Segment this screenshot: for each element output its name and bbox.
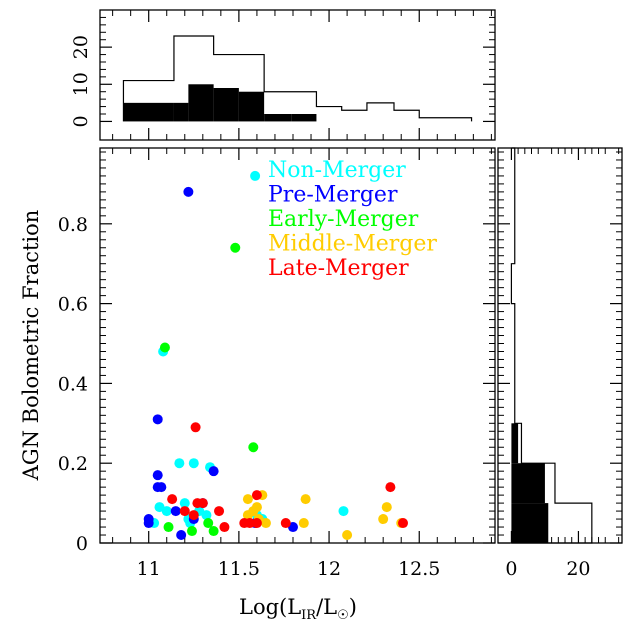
main-plot-frame	[99, 147, 496, 544]
point-middle-merger	[300, 494, 311, 505]
right-x-tick-label: 20	[566, 558, 590, 580]
point-late-merger	[251, 518, 262, 529]
right-histogram-panel: 0 20	[497, 147, 623, 580]
y-tick-label: 0	[76, 533, 88, 555]
top-filled-bin	[264, 114, 292, 122]
top-outline-histogram	[122, 35, 473, 122]
point-non-merger	[188, 458, 199, 469]
point-late-merger	[219, 522, 230, 533]
point-middle-merger	[260, 518, 271, 529]
x-axis-label: Log(LIR/L☉)	[239, 595, 357, 623]
top-filled-bin	[123, 102, 174, 122]
legend-entry: Late-Merger	[268, 256, 409, 281]
point-late-merger	[188, 510, 199, 521]
point-pre-merger	[208, 466, 219, 477]
legend-entry: Pre-Merger	[268, 183, 398, 208]
point-pre-merger	[152, 470, 163, 481]
top-filled-bin	[213, 88, 239, 122]
x-tick-label: 11.5	[218, 558, 260, 580]
point-early-merger	[230, 242, 241, 253]
point-non-merger	[174, 458, 185, 469]
top-filled-bin	[188, 84, 214, 122]
point-non-merger	[179, 498, 190, 509]
point-non-merger	[250, 170, 261, 181]
point-late-merger	[197, 498, 208, 509]
top-y-tick-label: 0	[70, 115, 92, 127]
point-early-merger	[163, 522, 174, 533]
legend-entry: Non-Merger	[268, 158, 406, 183]
point-late-merger	[244, 518, 255, 529]
y-tick-label: 0.2	[58, 453, 88, 475]
point-non-merger	[338, 506, 349, 517]
point-middle-merger	[342, 530, 353, 541]
legend-entry: Early-Merger	[268, 207, 419, 232]
point-late-merger	[280, 518, 291, 529]
right-filled-bin	[511, 463, 545, 504]
top-filled-bin	[238, 91, 265, 122]
y-tick-label: 0.4	[58, 373, 88, 395]
scatter-panel: 11 11.5 12 12.5 0 0.2 0.4 0.6 0.8 Non-MergerPre-…	[19, 147, 496, 623]
x-tick-label: 12	[317, 558, 341, 580]
top-histogram-bars	[122, 35, 473, 122]
point-pre-merger	[143, 518, 154, 529]
point-late-merger	[167, 494, 178, 505]
point-middle-merger	[242, 494, 253, 505]
point-late-merger	[179, 506, 190, 517]
point-late-merger	[385, 482, 396, 493]
point-early-merger	[208, 526, 219, 537]
point-middle-merger	[242, 510, 253, 521]
top-filled-bin	[291, 114, 317, 122]
point-early-merger	[186, 526, 197, 537]
point-pre-merger	[152, 414, 163, 425]
point-late-merger	[190, 422, 201, 433]
point-middle-merger	[378, 514, 389, 525]
right-histogram-bars	[510, 147, 593, 544]
data-points	[143, 170, 409, 541]
legend: Non-MergerPre-MergerEarly-MergerMiddle-M…	[268, 158, 437, 281]
top-histogram-panel: 0 10 20	[70, 9, 496, 141]
top-y-tick-label: 20	[70, 35, 92, 59]
point-non-merger	[201, 510, 212, 521]
top-y-tick-label: 10	[70, 72, 92, 96]
top-plot-frame	[99, 9, 496, 141]
point-non-merger	[161, 506, 172, 517]
point-early-merger	[159, 342, 170, 353]
y-tick-label: 0.6	[58, 294, 88, 316]
x-tick-label: 11	[137, 558, 161, 580]
right-plot-frame	[497, 147, 623, 544]
legend-entry: Middle-Merger	[268, 232, 437, 257]
top-axis-ticks: 0 10 20	[70, 10, 495, 140]
point-early-merger	[203, 518, 214, 529]
right-x-tick-label: 0	[505, 558, 517, 580]
point-late-merger	[251, 490, 262, 501]
point-pre-merger	[170, 506, 181, 517]
right-filled-bin	[511, 423, 519, 464]
y-axis-label: AGN Bolometric Fraction	[19, 210, 43, 482]
y-tick-label: 0.8	[58, 214, 88, 236]
point-pre-merger	[183, 186, 194, 197]
point-late-merger	[214, 506, 225, 517]
point-middle-merger	[298, 518, 309, 529]
top-filled-bin	[173, 102, 189, 122]
point-pre-merger	[156, 482, 167, 493]
right-axis-ticks: 0 20	[498, 148, 622, 580]
point-middle-merger	[251, 502, 262, 513]
right-outline-histogram	[510, 147, 593, 544]
x-tick-label: 12.5	[398, 558, 440, 580]
point-middle-merger	[381, 502, 392, 513]
point-late-merger	[398, 518, 409, 529]
right-filled-bin	[511, 503, 549, 543]
point-early-merger	[248, 442, 259, 453]
point-pre-merger	[176, 530, 187, 541]
